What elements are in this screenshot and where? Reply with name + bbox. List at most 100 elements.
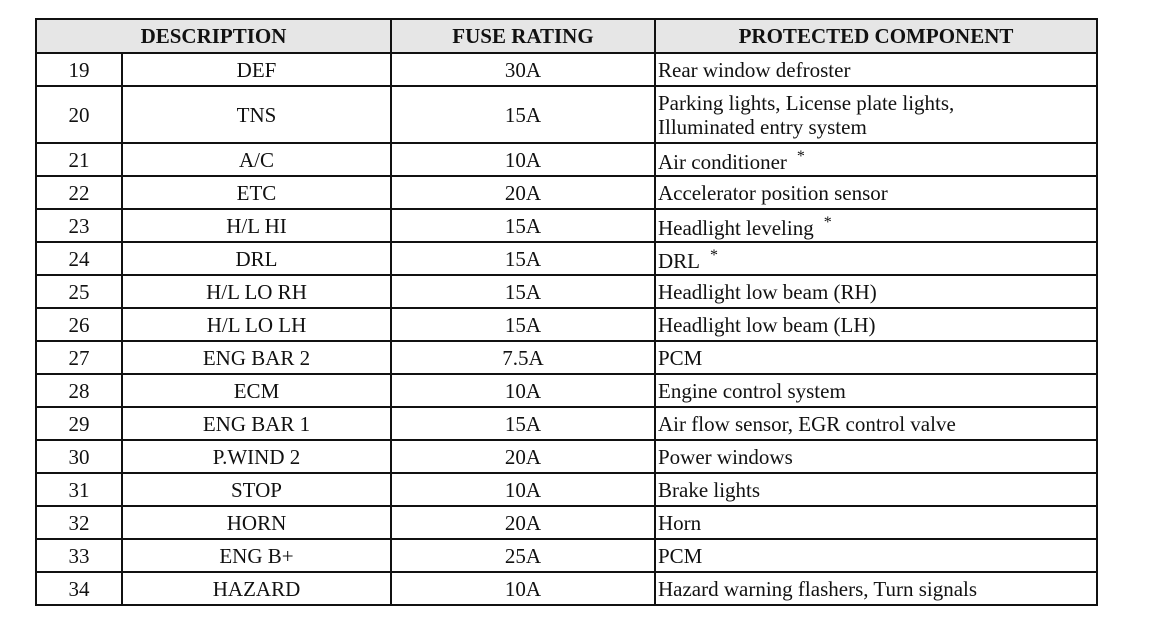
component-text: PCM (658, 345, 703, 370)
fuse-description: ECM (121, 373, 392, 408)
fuse-number: 28 (35, 373, 123, 408)
fuse-number: 24 (35, 241, 123, 276)
header-description: DESCRIPTION (35, 18, 392, 54)
fuse-description: A/C (121, 142, 392, 177)
fuse-rating: 30A (390, 52, 656, 87)
fuse-rating: 7.5A (390, 340, 656, 375)
footnote-asterisk: * (823, 214, 832, 231)
protected-component: PCM (654, 538, 1098, 573)
component-text: Power windows (658, 444, 793, 469)
table-row: 21 A/C 10A Air conditioner * (35, 142, 1098, 177)
protected-component: Air flow sensor, EGR control valve (654, 406, 1098, 441)
protected-component: Power windows (654, 439, 1098, 474)
table-row: 34 HAZARD 10A Hazard warning flashers, Turn… (35, 571, 1098, 606)
fuse-description: ETC (121, 175, 392, 210)
protected-component: Hazard warning flashers, Turn signals (654, 571, 1098, 606)
fuse-rating: 20A (390, 505, 656, 540)
fuse-description: HORN (121, 505, 392, 540)
fuse-description: ENG BAR 1 (121, 406, 392, 441)
fuse-rating: 15A (390, 208, 656, 243)
fuse-description: DEF (121, 52, 392, 87)
fuse-rating: 10A (390, 373, 656, 408)
fuse-rating: 20A (390, 439, 656, 474)
fuse-number: 27 (35, 340, 123, 375)
component-text: Headlight low beam (RH) (658, 279, 877, 304)
fuse-table: DESCRIPTION FUSE RATING PROTECTED COMPON… (35, 18, 1098, 606)
fuse-number: 23 (35, 208, 123, 243)
component-text: Headlight leveling (658, 216, 814, 240)
fuse-description: TNS (121, 85, 392, 144)
table-row: 27 ENG BAR 2 7.5A PCM (35, 340, 1098, 375)
component-text-line2: Illuminated entry system (658, 114, 867, 139)
protected-component: PCM (654, 340, 1098, 375)
protected-component: Air conditioner * (654, 142, 1098, 177)
component-text: Hazard warning flashers, Turn signals (658, 576, 978, 601)
table-row: 25 H/L LO RH 15A Headlight low beam (RH) (35, 274, 1098, 309)
header-row: DESCRIPTION FUSE RATING PROTECTED COMPON… (35, 18, 1098, 54)
fuse-rating: 10A (390, 142, 656, 177)
component-text: Horn (658, 510, 702, 535)
protected-component: Accelerator position sensor (654, 175, 1098, 210)
component-text: Air conditioner (658, 150, 787, 174)
fuse-number: 22 (35, 175, 123, 210)
table-row: 29 ENG BAR 1 15A Air flow sensor, EGR contr… (35, 406, 1098, 441)
table-row: 33 ENG B+ 25A PCM (35, 538, 1098, 573)
component-text: Engine control system (658, 378, 846, 403)
component-text: Headlight low beam (LH) (658, 312, 876, 337)
table-row: 19 DEF 30A Rear window defroster (35, 52, 1098, 87)
fuse-number: 29 (35, 406, 123, 441)
fuse-description: ENG B+ (121, 538, 392, 573)
table-row: 24 DRL 15A DRL * (35, 241, 1098, 276)
protected-component: Headlight low beam (LH) (654, 307, 1098, 342)
table-row: 28 ECM 10A Engine control system (35, 373, 1098, 408)
fuse-description: H/L LO LH (121, 307, 392, 342)
fuse-number: 30 (35, 439, 123, 474)
table-row: 30 P.WIND 2 20A Power windows (35, 439, 1098, 474)
protected-component: Headlight leveling * (654, 208, 1098, 243)
component-text: Air flow sensor, EGR control valve (658, 411, 956, 436)
fuse-number: 25 (35, 274, 123, 309)
fuse-description: DRL (121, 241, 392, 276)
protected-component: Brake lights (654, 472, 1098, 507)
fuse-description: ENG BAR 2 (121, 340, 392, 375)
fuse-description: H/L HI (121, 208, 392, 243)
component-text: Brake lights (658, 477, 761, 502)
table-row: 31 STOP 10A Brake lights (35, 472, 1098, 507)
fuse-rating: 25A (390, 538, 656, 573)
component-text: PCM (658, 543, 703, 568)
table-row: 22 ETC 20A Accelerator position sensor (35, 175, 1098, 210)
fuse-number: 26 (35, 307, 123, 342)
header-protected-component: PROTECTED COMPONENT (654, 18, 1098, 54)
fuse-description: P.WIND 2 (121, 439, 392, 474)
fuse-rating: 15A (390, 274, 656, 309)
footnote-asterisk: * (710, 247, 718, 264)
fuse-rating: 15A (390, 85, 656, 144)
table-row: 32 HORN 20A Horn (35, 505, 1098, 540)
fuse-rating: 15A (390, 307, 656, 342)
fuse-description: STOP (121, 472, 392, 507)
header-fuse-rating: FUSE RATING (390, 18, 656, 54)
footnote-asterisk: * (796, 148, 805, 165)
fuse-rating: 10A (390, 472, 656, 507)
fuse-number: 31 (35, 472, 123, 507)
fuse-number: 33 (35, 538, 123, 573)
table-row: 20 TNS 15A Parking lights, License plate li… (35, 85, 1098, 144)
fuse-description: HAZARD (121, 571, 392, 606)
protected-component: Rear window defroster (654, 52, 1098, 87)
fuse-number: 20 (35, 85, 123, 144)
fuse-rating: 20A (390, 175, 656, 210)
fuse-number: 19 (35, 52, 123, 87)
protected-component: Parking lights, License plate lights, Ill… (654, 85, 1098, 144)
component-text: Parking lights, License plate lights, (658, 90, 955, 115)
protected-component: Horn (654, 505, 1098, 540)
table-row: 26 H/L LO LH 15A Headlight low beam (LH) (35, 307, 1098, 342)
fuse-rating: 15A (390, 241, 656, 276)
fuse-number: 32 (35, 505, 123, 540)
component-text: Accelerator position sensor (658, 180, 888, 205)
fuse-rating: 10A (390, 571, 656, 606)
protected-component: DRL * (654, 241, 1098, 276)
fuse-rating: 15A (390, 406, 656, 441)
protected-component: Engine control system (654, 373, 1098, 408)
component-text: DRL (658, 249, 700, 273)
fuse-number: 34 (35, 571, 123, 606)
